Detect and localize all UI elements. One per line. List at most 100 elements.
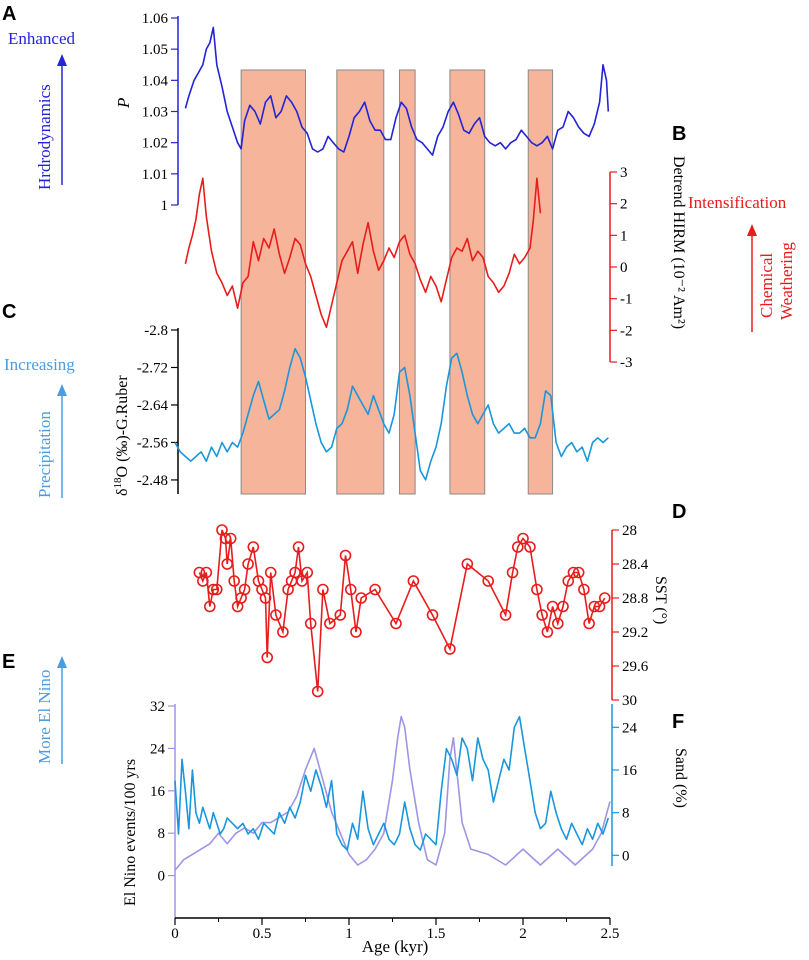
shaded-interval-4 <box>449 69 486 495</box>
sst-marker <box>296 575 308 587</box>
y-tick-label-a: 1.06 <box>142 11 169 27</box>
sst-marker <box>369 583 381 596</box>
axis-title-d: SST (°) <box>652 576 669 624</box>
series-line-c <box>174 347 609 481</box>
sst-marker <box>551 617 564 630</box>
sst-marker <box>482 575 495 587</box>
y-tick-label-b: 2 <box>620 197 628 213</box>
x-tick-label: 0.5 <box>253 926 272 942</box>
x-tick-label: 0 <box>171 926 179 942</box>
y-tick-label-e: 0 <box>158 869 166 885</box>
y-tick-label-f: 8 <box>622 806 630 822</box>
sst-marker <box>583 617 595 630</box>
sst-marker <box>407 575 420 587</box>
sst-marker <box>304 617 317 630</box>
sst-marker <box>204 600 216 613</box>
panel-letter-c: C <box>2 301 16 323</box>
y-tick-label-f: 24 <box>622 720 638 736</box>
sst-marker <box>444 643 456 655</box>
axis-title-f: Sand (%) <box>672 748 689 808</box>
sst-marker <box>247 541 260 553</box>
series-line-a <box>184 26 610 156</box>
y-tick-label-b: -1 <box>620 292 633 308</box>
sst-marker <box>426 609 439 621</box>
sst-marker <box>238 583 251 596</box>
more-el-nino-label: More El Nino <box>35 670 54 764</box>
sst-marker <box>531 583 543 596</box>
x-tick-label: 1.5 <box>427 926 446 942</box>
y-tick-label-a: 1.05 <box>142 42 168 58</box>
shaded-interval-1 <box>240 69 306 495</box>
sst-marker <box>562 575 575 587</box>
panel-letter-b: B <box>672 123 686 145</box>
y-tick-label-d: 28 <box>622 523 637 539</box>
sst-marker <box>292 541 305 553</box>
y-tick-label-a: 1.01 <box>142 167 168 183</box>
sst-marker <box>572 566 585 579</box>
sst-marker <box>200 566 213 579</box>
sst-marker <box>224 532 237 545</box>
sst-marker <box>270 609 282 621</box>
enhanced-label: Enhanced <box>8 29 76 48</box>
panel-letter-f: F <box>672 711 684 733</box>
y-tick-label-d: 29.2 <box>622 625 648 641</box>
panel-letter-e: E <box>2 651 15 673</box>
shaded-intervals <box>240 69 554 495</box>
chemical-label: Chemical <box>757 253 776 318</box>
sst-marker <box>261 651 274 664</box>
sst-marker <box>264 566 277 579</box>
y-tick-label-a: 1 <box>161 198 169 214</box>
sst-marker <box>511 541 524 553</box>
sst-marker <box>524 541 536 553</box>
hydrodynamics-label: Hrdrodynamics <box>35 84 54 190</box>
sst-marker <box>311 685 324 698</box>
series <box>174 26 611 871</box>
sst-marker <box>557 600 569 613</box>
y-tick-label-b: 0 <box>620 260 628 276</box>
series-line-b <box>184 177 542 329</box>
y-tick-label-c: -2.56 <box>137 435 169 451</box>
sst-marker <box>499 609 512 621</box>
sst-marker <box>221 558 233 570</box>
shaded-interval-3 <box>398 69 416 495</box>
y-tick-label-b: 3 <box>620 165 628 181</box>
sst-marker <box>598 592 611 604</box>
hydrodynamics-arrowhead <box>57 54 67 66</box>
sst-marker <box>578 583 590 596</box>
y-tick-label-e: 16 <box>150 784 166 800</box>
sst-marker <box>289 566 301 579</box>
sst-marker <box>301 566 314 579</box>
sst-marker <box>228 575 240 587</box>
sst-marker <box>350 626 362 638</box>
axis-title-a: P <box>114 98 133 109</box>
axis-title-c: δ18O (‰)-G.Ruber <box>112 375 131 496</box>
y-tick-label-d: 28.8 <box>622 591 648 607</box>
y-tick-label-f: 0 <box>622 848 630 864</box>
series-line-d <box>198 529 606 692</box>
y-tick-label-b: -2 <box>620 323 633 339</box>
sst-marker <box>593 600 606 613</box>
sst-marker <box>390 617 402 630</box>
sst-marker <box>219 532 232 545</box>
y-tick-label-e: 8 <box>158 826 166 842</box>
sst-marker <box>334 609 347 621</box>
weathering-label: Weathering <box>777 242 796 320</box>
x-tick-label: 1 <box>345 926 353 942</box>
y-tick-label-c: -2.48 <box>137 473 168 489</box>
y-tick-label-b: 1 <box>620 228 628 244</box>
sst-marker <box>567 566 580 579</box>
y-tick-label-e: 32 <box>150 699 165 715</box>
sst-marker <box>277 626 289 638</box>
y-tick-label-c: -2.64 <box>137 398 169 414</box>
sst-marker <box>461 558 474 570</box>
weathering-arrowhead <box>747 224 757 236</box>
sst-marker <box>517 532 529 545</box>
y-tick-label-c: -2.8 <box>144 323 168 339</box>
y-tick-label-d: 29.6 <box>622 659 649 675</box>
sst-marker <box>210 583 223 596</box>
sst-marker <box>207 583 220 596</box>
axes: 1 1.01 1.02 1.03 1.04 1.05 1.06 -3 -2 -1 0 1 2 3 -2.8 -… <box>137 11 649 942</box>
axis-title-e: El Nino events/100 yrs <box>122 759 139 906</box>
sst-marker <box>355 592 367 604</box>
el-nino-arrowhead <box>57 656 67 668</box>
